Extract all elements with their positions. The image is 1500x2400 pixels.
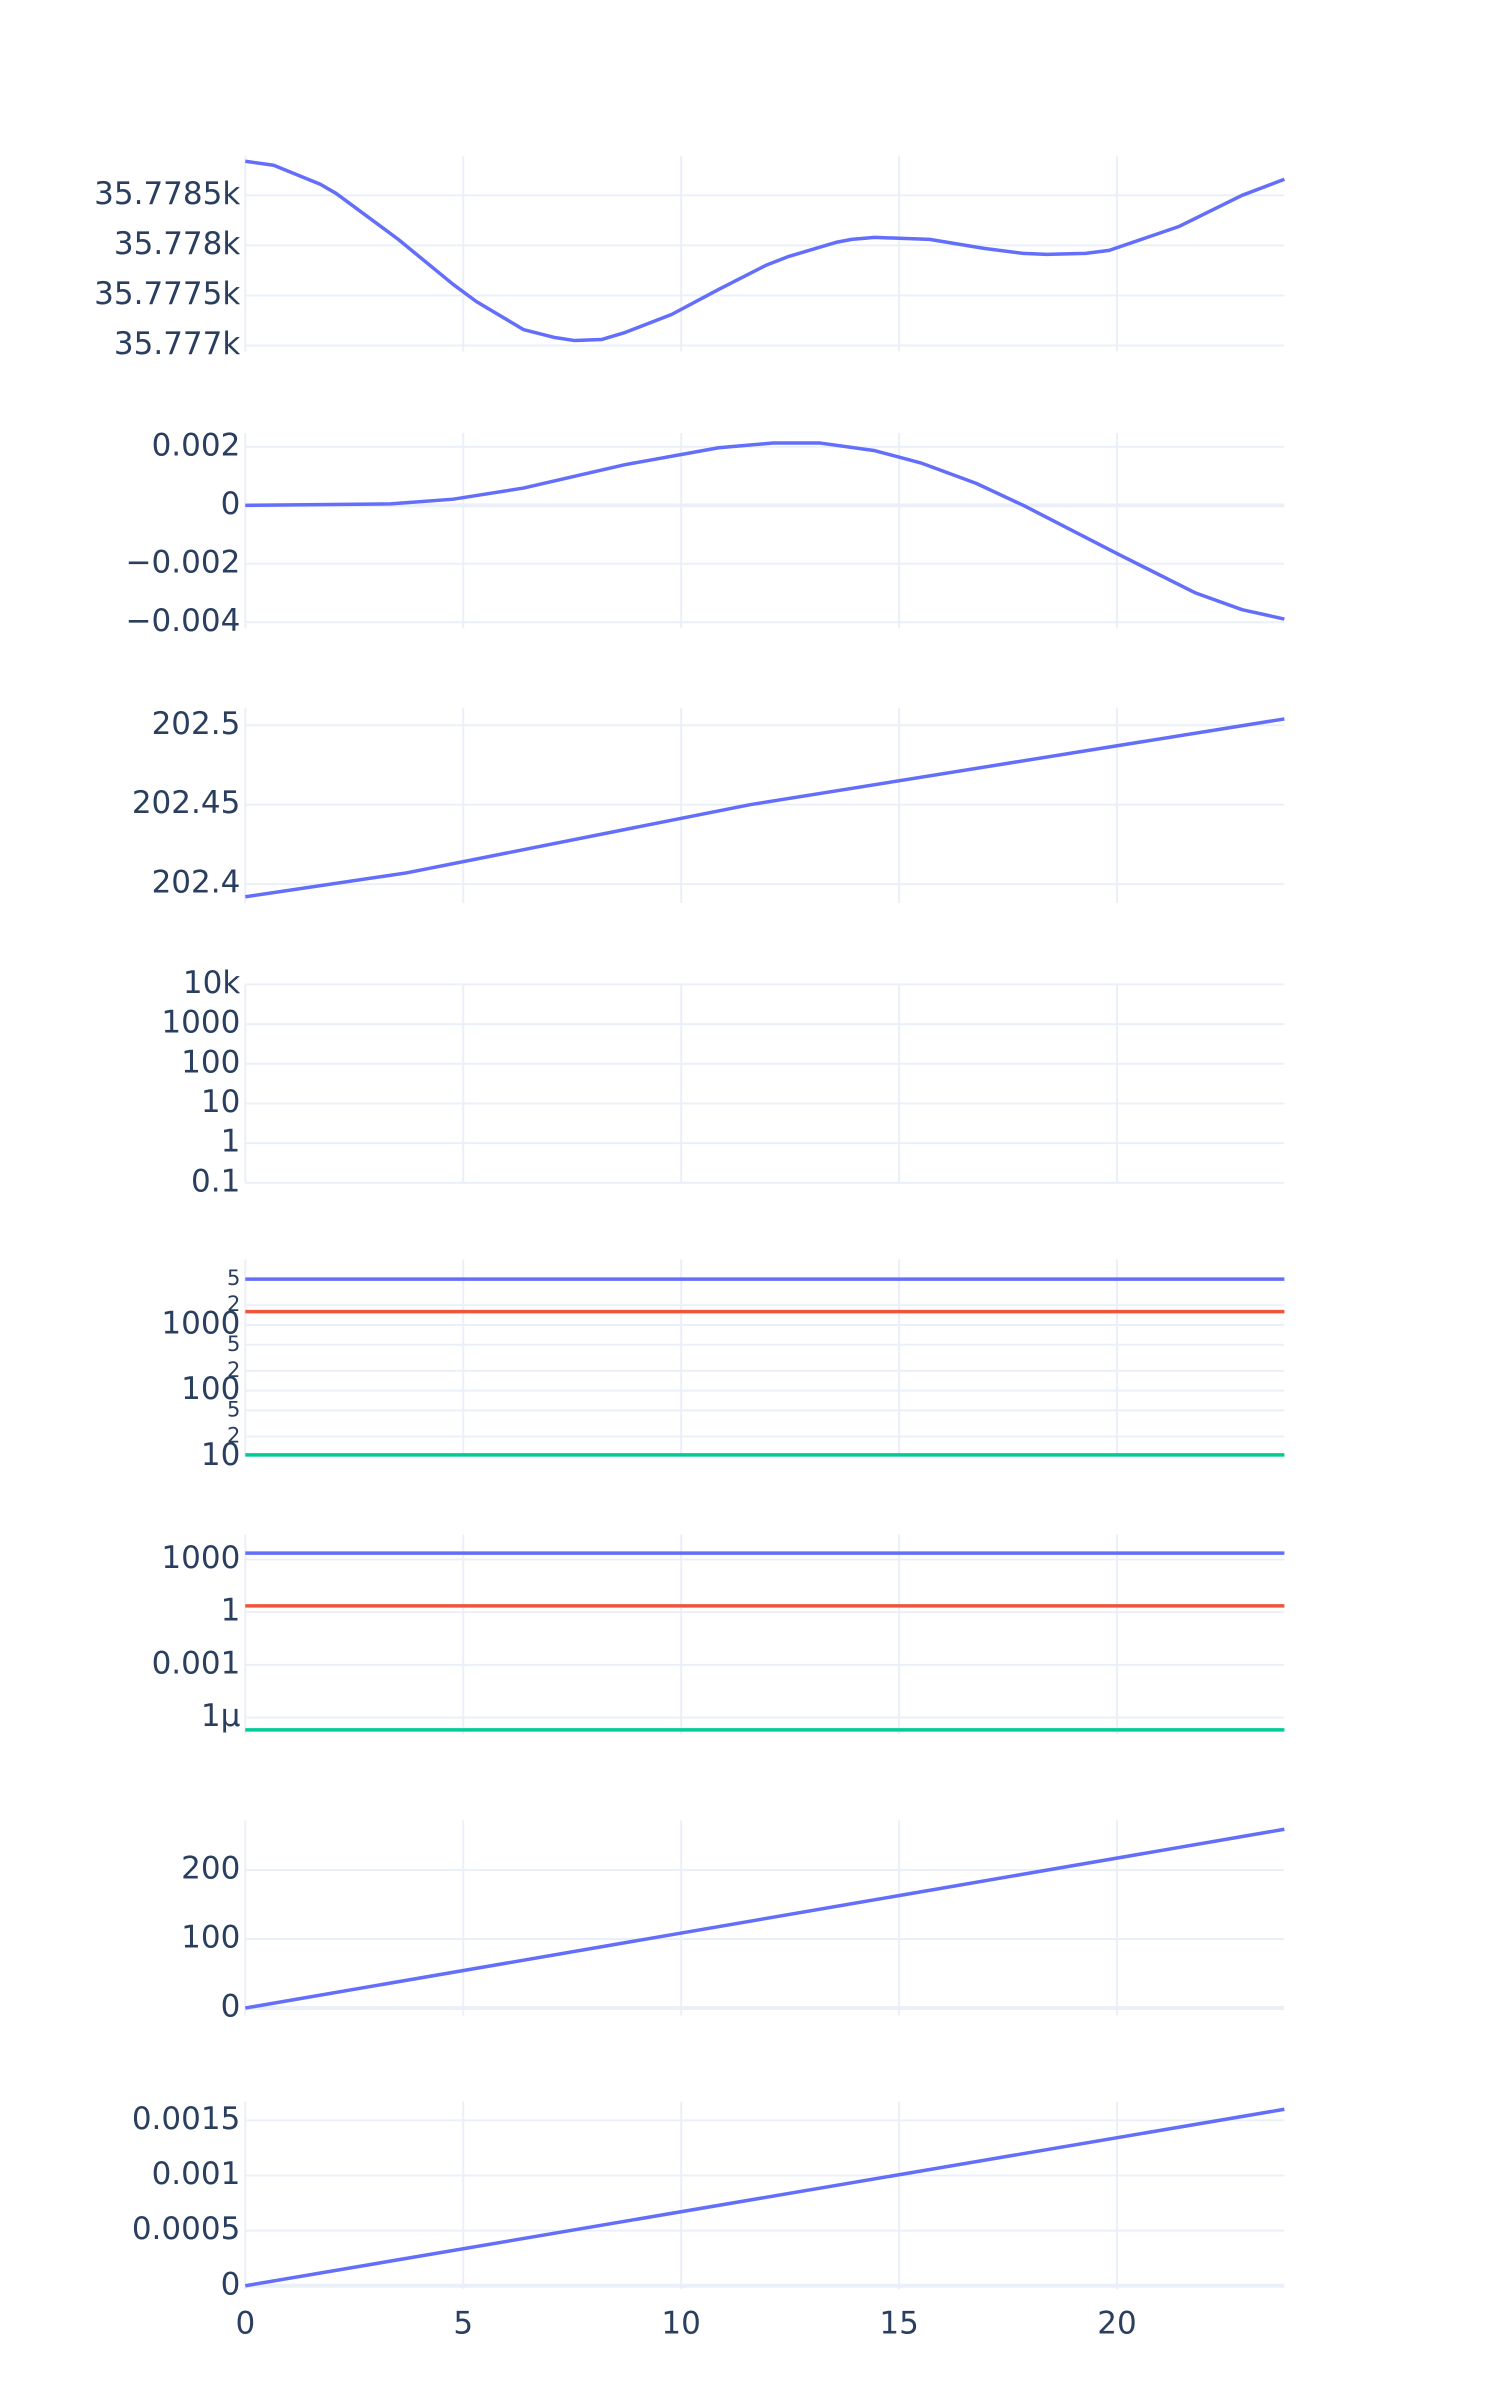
y-tick-label: 0 bbox=[221, 1989, 241, 2025]
y-tick-label: 10k bbox=[183, 965, 240, 1001]
y-tick-label: 0.001 bbox=[152, 2156, 241, 2192]
line-trace bbox=[245, 159, 1286, 343]
y-tick-label: 35.777k bbox=[114, 326, 240, 362]
y-tick-label: 2 bbox=[227, 1292, 240, 1316]
y-tick-label: 100 bbox=[181, 1044, 240, 1080]
y-tick-label: 35.778k bbox=[114, 226, 240, 262]
y-tick-label: 2 bbox=[227, 1358, 240, 1382]
x-tick-label: 15 bbox=[879, 2306, 918, 2342]
y-tick-label: 5 bbox=[227, 1266, 240, 1290]
y-tick-label: 1000 bbox=[161, 1005, 240, 1041]
line-trace bbox=[245, 441, 1285, 621]
y-tick-label: 2 bbox=[227, 1423, 240, 1447]
y-tick-label: 0.1 bbox=[191, 1163, 240, 1199]
y-tick-label: 10 bbox=[201, 1084, 240, 1120]
y-tick-label: 200 bbox=[181, 1851, 240, 1887]
y-tick-label: 1000 bbox=[161, 1540, 240, 1576]
y-tick-label: 0.0005 bbox=[132, 2211, 240, 2247]
y-tick-label: 1000 bbox=[161, 1306, 240, 1342]
y-tick-label: 10 bbox=[201, 1437, 240, 1473]
x-tick-label: 20 bbox=[1097, 2306, 1136, 2342]
y-tick-label: 5 bbox=[227, 1332, 240, 1356]
y-tick-label: 0.002 bbox=[152, 427, 241, 463]
y-tick-label: 0.001 bbox=[152, 1645, 241, 1681]
line-trace bbox=[245, 1827, 1285, 2010]
y-tick-label: 1μ bbox=[201, 1698, 240, 1734]
line-trace bbox=[245, 717, 1285, 899]
y-tick-label: 0.0015 bbox=[132, 2101, 240, 2137]
y-tick-label: 202.45 bbox=[132, 785, 240, 821]
y-tick-label: 0 bbox=[221, 486, 241, 522]
y-tick-label: −0.004 bbox=[126, 603, 241, 639]
y-tick-label: 1 bbox=[221, 1593, 241, 1629]
x-tick-label: 0 bbox=[235, 2306, 255, 2342]
line-trace bbox=[245, 2107, 1285, 2288]
y-tick-label: −0.002 bbox=[126, 544, 241, 580]
y-tick-label: 202.4 bbox=[152, 865, 241, 901]
x-tick-label: 5 bbox=[453, 2306, 473, 2342]
y-tick-label: 202.5 bbox=[152, 706, 241, 742]
y-tick-label: 5 bbox=[227, 1397, 240, 1421]
y-tick-label: 35.7775k bbox=[94, 276, 240, 312]
x-tick-label: 10 bbox=[661, 2306, 700, 2342]
y-tick-label: 1 bbox=[221, 1124, 241, 1160]
y-tick-label: 100 bbox=[181, 1371, 240, 1407]
y-tick-label: 100 bbox=[181, 1920, 240, 1956]
y-tick-label: 35.7785k bbox=[94, 176, 240, 212]
y-tick-label: 0 bbox=[221, 2266, 241, 2302]
